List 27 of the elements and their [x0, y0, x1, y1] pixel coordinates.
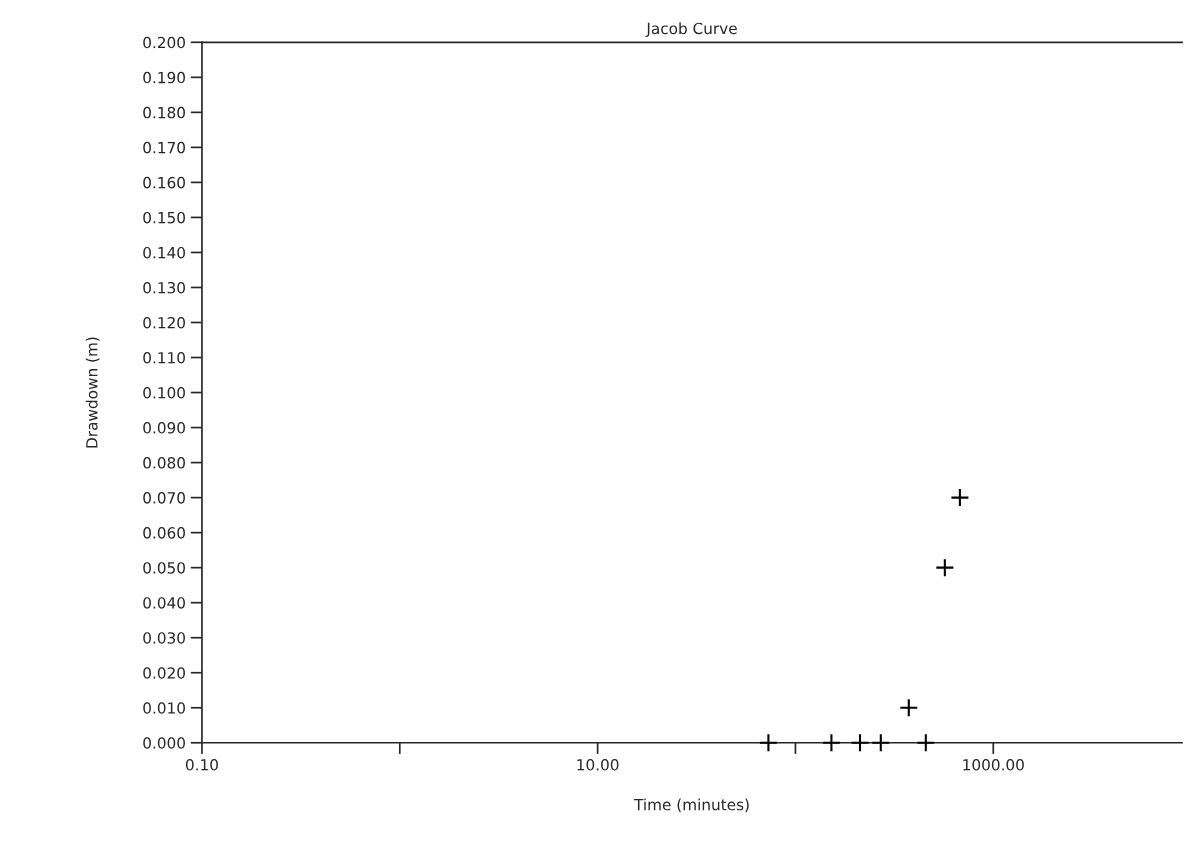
y-tick-label: 0.070 — [143, 492, 185, 504]
chart-title: Jacob Curve — [645, 22, 737, 38]
y-tick-label: 0.040 — [143, 597, 185, 609]
y-tick-label: 0.080 — [143, 457, 185, 469]
y-tick-label: 0.110 — [143, 351, 185, 364]
y-tick-label: 0.100 — [143, 387, 185, 399]
y-tick-label: 0.090 — [143, 422, 185, 434]
y-tick-label: 0.180 — [143, 106, 185, 119]
y-tick-label: 0.050 — [143, 562, 185, 574]
y-tick-label: 0.140 — [143, 246, 185, 259]
y-tick-label: 0.020 — [143, 667, 185, 679]
x-tick-label: 0.10 — [185, 759, 218, 771]
y-tick-label: 0.190 — [143, 71, 185, 84]
y-tick-label: 0.030 — [143, 632, 185, 644]
x-axis-title: Time (minutes) — [633, 798, 749, 813]
y-axis-title: Drawdown (m) — [85, 337, 100, 448]
y-tick-label: 0.150 — [143, 211, 185, 224]
y-tick-label: 0.120 — [143, 316, 185, 329]
x-tick-label: 10.00 — [577, 759, 619, 771]
y-tick-label: 0.170 — [143, 141, 185, 154]
y-tick-label: 0.200 — [143, 36, 185, 49]
y-tick-label: 0.160 — [143, 176, 185, 189]
y-tick-label: 0.000 — [143, 737, 185, 749]
y-tick-label: 0.130 — [143, 281, 185, 294]
y-tick-label: 0.010 — [143, 702, 185, 714]
y-tick-label: 0.060 — [143, 527, 185, 539]
x-tick-label: 1000.00 — [963, 759, 1024, 771]
